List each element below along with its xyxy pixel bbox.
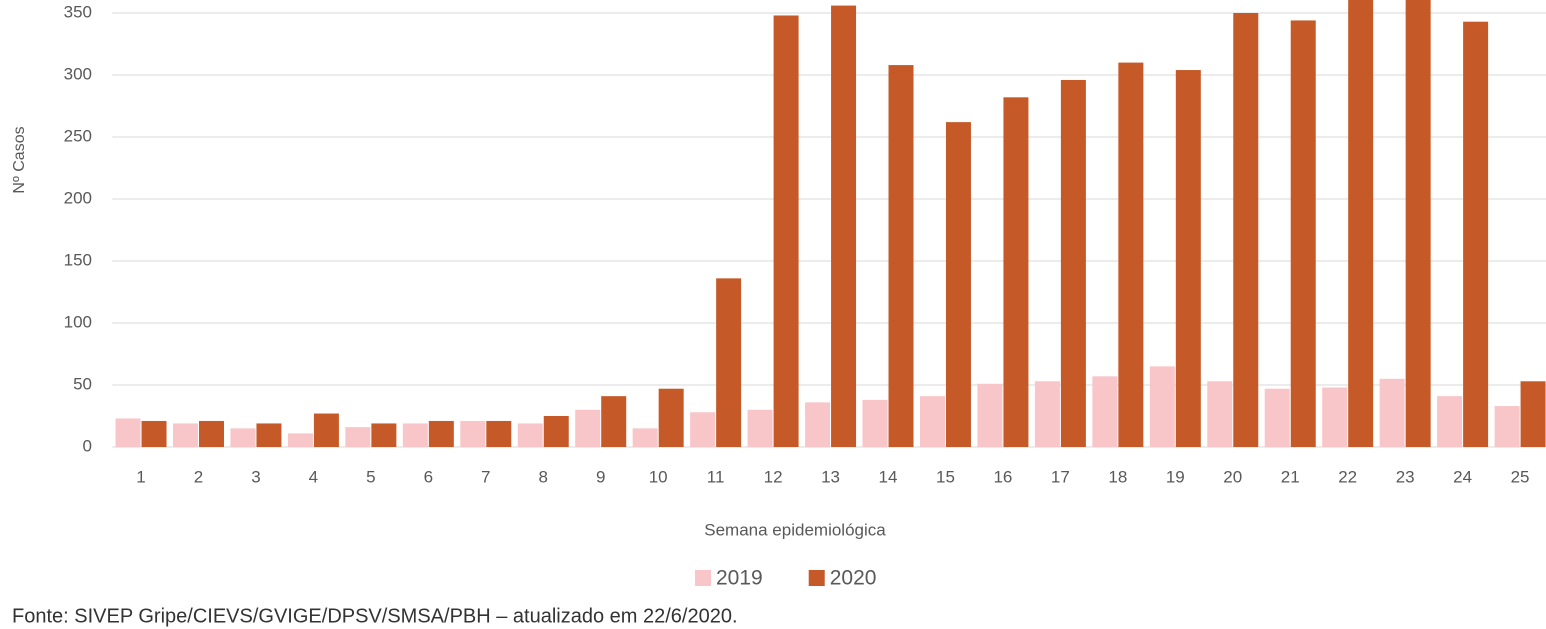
bar: [371, 423, 397, 447]
y-tick-label: 150: [64, 250, 92, 269]
bar: [919, 396, 945, 447]
source-note: Fonte: SIVEP Gripe/CIEVS/GVIGE/DPSV/SMSA…: [12, 605, 738, 627]
y-tick-label: 100: [64, 312, 92, 331]
x-tick-label: 16: [993, 467, 1012, 486]
bar: [945, 122, 971, 448]
y-tick-label: 350: [64, 2, 92, 21]
bar: [486, 420, 512, 447]
x-tick-label: 24: [1453, 467, 1472, 486]
bar: [198, 420, 224, 447]
y-tick-label: 0: [83, 436, 92, 455]
x-tick-label: 5: [366, 467, 375, 486]
bar: [517, 423, 543, 447]
x-tick-label: 25: [1511, 467, 1530, 486]
bar: [1290, 20, 1316, 447]
bar: [115, 418, 141, 447]
bar: [1322, 387, 1348, 447]
bar: [1034, 381, 1060, 447]
bar: [1092, 376, 1118, 447]
bar: [402, 423, 428, 447]
bar: [1118, 62, 1144, 447]
bar: [575, 409, 601, 447]
x-tick-label: 17: [1051, 467, 1070, 486]
bar: [543, 416, 569, 447]
bar: [690, 412, 716, 447]
bar: [1463, 21, 1489, 448]
bar: [747, 409, 773, 447]
bar: [831, 5, 857, 448]
bar: [1149, 366, 1175, 447]
y-tick-label: 200: [64, 188, 92, 207]
bar: [888, 65, 914, 447]
bar: [1264, 388, 1290, 447]
bar: [716, 278, 742, 447]
bar: [287, 433, 313, 447]
bar: [1379, 378, 1405, 447]
legend-label: 2020: [830, 567, 877, 590]
x-tick-label: 7: [481, 467, 490, 486]
bar: [460, 420, 486, 447]
legend-swatch: [808, 570, 825, 586]
bar: [256, 423, 282, 447]
bar: [1348, 0, 1374, 448]
bar: [632, 428, 658, 447]
x-tick-label: 13: [821, 467, 840, 486]
bar: [1207, 381, 1233, 447]
bar: [1233, 13, 1259, 447]
x-axis-title: Semana epidemiológica: [704, 520, 886, 539]
x-tick-label: 12: [764, 467, 783, 486]
bar: [658, 388, 684, 447]
bar: [1060, 79, 1086, 448]
bar: [172, 423, 198, 447]
x-tick-label: 11: [707, 467, 725, 486]
bar: [428, 420, 454, 447]
bar: [773, 15, 799, 447]
bar: [1494, 406, 1520, 447]
bar: [313, 413, 339, 447]
bar: [1003, 97, 1029, 447]
bar: [601, 396, 627, 447]
bar: [141, 420, 167, 447]
x-tick-label: 15: [936, 467, 955, 486]
y-tick-label: 250: [64, 126, 92, 145]
x-tick-label: 3: [251, 467, 260, 486]
x-tick-label: 4: [309, 467, 318, 486]
bar: [977, 383, 1003, 447]
bar: [1175, 70, 1201, 447]
bar: [1437, 396, 1463, 447]
x-tick-label: 1: [136, 467, 145, 486]
bar: [345, 427, 371, 447]
bar: [805, 402, 831, 447]
y-axis-title: Nº Casos: [11, 126, 28, 193]
bar: [1520, 381, 1546, 447]
legend-label: 2019: [716, 567, 763, 590]
bar: [1405, 0, 1431, 447]
x-tick-label: 21: [1281, 467, 1300, 486]
bar: [230, 428, 256, 447]
y-tick-label: 50: [73, 374, 92, 393]
x-tick-label: 18: [1108, 467, 1127, 486]
x-tick-label: 8: [539, 467, 548, 486]
y-tick-label: 300: [64, 64, 92, 83]
x-tick-label: 14: [879, 467, 898, 486]
x-tick-label: 9: [596, 467, 605, 486]
x-tick-label: 10: [649, 467, 668, 486]
bar: [862, 399, 888, 447]
x-tick-label: 23: [1396, 467, 1415, 486]
legend-swatch: [695, 570, 711, 586]
x-tick-label: 6: [424, 467, 433, 486]
x-tick-label: 22: [1338, 467, 1357, 486]
x-tick-label: 19: [1166, 467, 1185, 486]
x-tick-label: 20: [1223, 467, 1242, 486]
x-tick-label: 2: [194, 467, 203, 486]
